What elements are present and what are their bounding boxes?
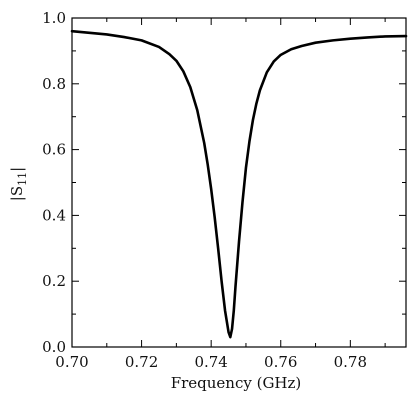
major-ticks <box>71 17 406 348</box>
plot-frame <box>71 17 407 348</box>
y-tick-labels: 0.0 0.2 0.4 0.6 0.8 1.0 <box>42 9 66 356</box>
y-axis-label: |S11| <box>8 167 29 201</box>
y-tick-label: 0.8 <box>42 75 66 93</box>
y-axis-label-subscript: 11 <box>16 172 29 186</box>
x-axis-label: Frequency (GHz) <box>171 374 302 392</box>
y-axis-label-close: | <box>8 167 26 172</box>
y-tick-label: 0.6 <box>42 141 66 159</box>
y-tick-label: 0.2 <box>42 272 66 290</box>
x-tick-labels: 0.70 0.72 0.74 0.76 0.78 <box>55 353 367 371</box>
x-tick-label: 0.74 <box>194 353 227 371</box>
s11-curve <box>70 29 408 339</box>
y-tick-label: 0.0 <box>42 338 66 356</box>
x-tick-label: 0.78 <box>334 353 367 371</box>
x-tick-label: 0.70 <box>55 353 88 371</box>
series-layer <box>70 29 408 339</box>
y-tick-label: 0.4 <box>42 206 66 224</box>
y-tick-label: 1.0 <box>42 9 66 27</box>
x-tick-label: 0.72 <box>125 353 158 371</box>
minor-ticks <box>72 18 406 347</box>
y-axis-label-base: |S <box>8 186 26 201</box>
x-tick-label: 0.76 <box>264 353 297 371</box>
